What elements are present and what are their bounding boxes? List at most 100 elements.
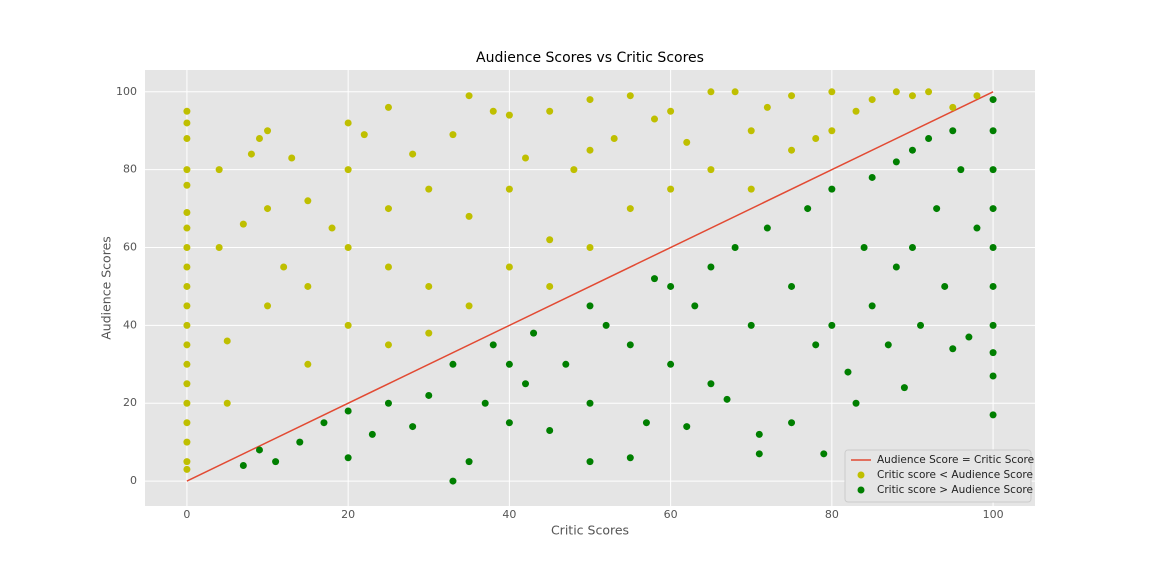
- point: [481, 399, 489, 407]
- point: [763, 103, 771, 111]
- point: [255, 446, 263, 454]
- point: [344, 244, 352, 252]
- point: [949, 103, 957, 111]
- point: [530, 329, 538, 337]
- point: [610, 135, 618, 143]
- point: [183, 119, 191, 127]
- point: [755, 430, 763, 438]
- point: [949, 345, 957, 353]
- x-tick-label: 80: [825, 508, 839, 521]
- point: [183, 224, 191, 232]
- y-tick-label: 80: [123, 163, 137, 176]
- point: [989, 282, 997, 290]
- legend-label: Critic score < Audience Score: [877, 469, 1033, 481]
- point: [384, 205, 392, 213]
- point: [522, 154, 530, 162]
- point: [925, 135, 933, 143]
- y-tick-label: 20: [123, 396, 137, 409]
- point: [989, 244, 997, 252]
- point: [707, 380, 715, 388]
- point: [820, 450, 828, 458]
- point: [425, 185, 433, 193]
- point: [546, 236, 554, 244]
- point: [626, 92, 634, 100]
- legend-label: Audience Score = Critic Score: [877, 454, 1034, 466]
- point: [183, 458, 191, 466]
- point: [917, 321, 925, 329]
- point: [304, 282, 312, 290]
- point: [788, 282, 796, 290]
- point: [788, 146, 796, 154]
- legend-swatch: [857, 486, 865, 494]
- point: [949, 127, 957, 135]
- point: [691, 302, 699, 310]
- y-axis-label: Audience Scores: [99, 236, 114, 340]
- point: [328, 224, 336, 232]
- point: [425, 391, 433, 399]
- point: [667, 360, 675, 368]
- point: [747, 321, 755, 329]
- point: [522, 380, 530, 388]
- point: [489, 341, 497, 349]
- point: [223, 399, 231, 407]
- point: [183, 263, 191, 271]
- x-tick-label: 20: [341, 508, 355, 521]
- point: [707, 263, 715, 271]
- point: [368, 430, 376, 438]
- point: [650, 115, 658, 123]
- point: [667, 185, 675, 193]
- point: [425, 282, 433, 290]
- point: [183, 321, 191, 329]
- point: [360, 131, 368, 139]
- point: [489, 107, 497, 115]
- y-tick-label: 40: [123, 318, 137, 331]
- point: [215, 244, 223, 252]
- point: [941, 282, 949, 290]
- point: [449, 477, 457, 485]
- point: [900, 384, 908, 392]
- point: [626, 454, 634, 462]
- point: [586, 458, 594, 466]
- point: [223, 337, 231, 345]
- point: [844, 368, 852, 376]
- point: [320, 419, 328, 427]
- point: [908, 146, 916, 154]
- point: [852, 399, 860, 407]
- point: [449, 131, 457, 139]
- point: [344, 454, 352, 462]
- point: [264, 302, 272, 310]
- point: [449, 360, 457, 368]
- point: [465, 458, 473, 466]
- point: [239, 462, 247, 470]
- point: [723, 395, 731, 403]
- point: [505, 419, 513, 427]
- point: [812, 341, 820, 349]
- point: [973, 224, 981, 232]
- point: [626, 341, 634, 349]
- point: [989, 411, 997, 419]
- point: [989, 205, 997, 213]
- legend: Audience Score = Critic Score Critic scor…: [844, 449, 1034, 503]
- point: [868, 302, 876, 310]
- x-tick-label: 100: [983, 508, 1004, 521]
- point: [183, 302, 191, 310]
- point: [788, 92, 796, 100]
- point: [505, 185, 513, 193]
- point: [602, 321, 610, 329]
- point: [304, 197, 312, 205]
- point: [884, 341, 892, 349]
- chart-title: Audience Scores vs Critic Scores: [476, 50, 704, 66]
- point: [288, 154, 296, 162]
- point: [973, 92, 981, 100]
- point: [183, 208, 191, 216]
- point: [586, 96, 594, 104]
- point: [384, 399, 392, 407]
- point: [828, 127, 836, 135]
- legend-label: Critic score > Audience Score: [877, 484, 1033, 496]
- point: [272, 458, 280, 466]
- point: [683, 423, 691, 431]
- point: [344, 321, 352, 329]
- point: [650, 275, 658, 283]
- point: [586, 146, 594, 154]
